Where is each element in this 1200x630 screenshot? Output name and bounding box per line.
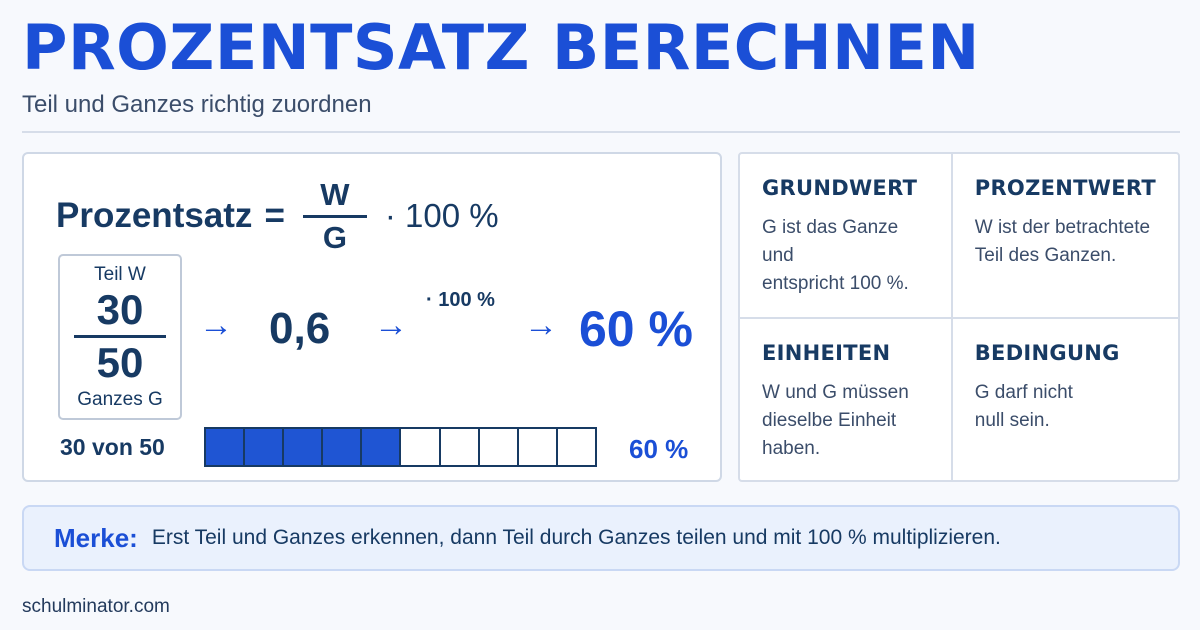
example-fraction-bar <box>74 335 166 338</box>
arrow-right-icon: → <box>199 306 233 344</box>
example-numerator: 30 <box>96 286 144 333</box>
example-fraction-box: Teil W 30 50 Ganzes G <box>58 254 182 420</box>
info-heading: Einheiten <box>762 341 891 365</box>
example-denominator: 50 <box>96 339 144 386</box>
info-text: W ist der betrachtete Teil des Ganzen. <box>974 217 1151 266</box>
progress-segment <box>362 429 402 465</box>
example-bottom-label: Ganzes G <box>77 389 163 410</box>
progress-segment <box>557 429 595 465</box>
fraction-bar <box>302 214 367 218</box>
progress-segment <box>440 429 480 465</box>
divider <box>22 131 1180 133</box>
arrow-right-icon: → <box>374 306 408 344</box>
page-title: Prozentsatz berechnen <box>22 11 980 84</box>
info-cell-einheiten: Einheiten W und G müssen dieselbe Einhei… <box>740 317 951 480</box>
formula-denominator: G <box>322 219 347 255</box>
progress-percent: 60 % <box>629 434 689 464</box>
info-text: G ist das Ganze und entspricht 100 %. <box>762 217 909 294</box>
progress-segment <box>479 429 519 465</box>
info-cell-grundwert: Grundwert G ist das Ganze und entspricht… <box>740 154 951 317</box>
page-subtitle: Teil und Ganzes richtig zuordnen <box>22 91 372 118</box>
merke-box: Merke: Erst Teil und Ganzes erkennen, da… <box>22 505 1180 571</box>
formula-label: Prozentsatz <box>56 196 253 235</box>
example-top-label: Teil W <box>94 264 146 285</box>
info-cell-bedingung: Bedingung G darf nicht null sein. <box>950 317 1178 480</box>
example-decimal: 0,6 <box>269 304 331 353</box>
formula-equals: = <box>264 196 285 235</box>
progress-segment <box>401 429 441 465</box>
formula-factor: · 100 % <box>384 197 499 234</box>
info-heading: Grundwert <box>762 176 918 200</box>
progress-label: 30 von 50 <box>60 434 165 460</box>
example-times-label: · 100 % <box>426 289 495 311</box>
info-grid: Grundwert G ist das Ganze und entspricht… <box>738 152 1180 482</box>
merke-label: Merke: <box>54 522 138 553</box>
progress-segment <box>284 429 324 465</box>
progress-segment <box>518 429 558 465</box>
example-result: 60 % <box>579 301 693 357</box>
progress-segment <box>206 429 246 465</box>
info-heading: Prozentwert <box>974 176 1156 200</box>
formula-fraction: W G <box>302 176 367 256</box>
info-heading: Bedingung <box>974 341 1120 365</box>
arrow-right-icon: → <box>524 306 558 344</box>
info-cell-prozentwert: Prozentwert W ist der betrachtete Teil d… <box>950 154 1178 317</box>
progress-bar <box>204 427 597 467</box>
info-text: W und G müssen dieselbe Einheit haben. <box>762 382 909 459</box>
info-text: G darf nicht null sein. <box>974 382 1073 431</box>
footer-site: schulminator.com <box>22 596 170 617</box>
formula-card: Prozentsatz = W G · 100 % Teil W 30 50 G… <box>22 152 722 482</box>
progress-segment <box>323 429 363 465</box>
progress-segment <box>245 429 285 465</box>
merke-text: Erst Teil und Ganzes erkennen, dann Teil… <box>151 526 1001 549</box>
formula: Prozentsatz = W G · 100 % <box>56 172 499 260</box>
formula-numerator: W <box>320 176 350 212</box>
